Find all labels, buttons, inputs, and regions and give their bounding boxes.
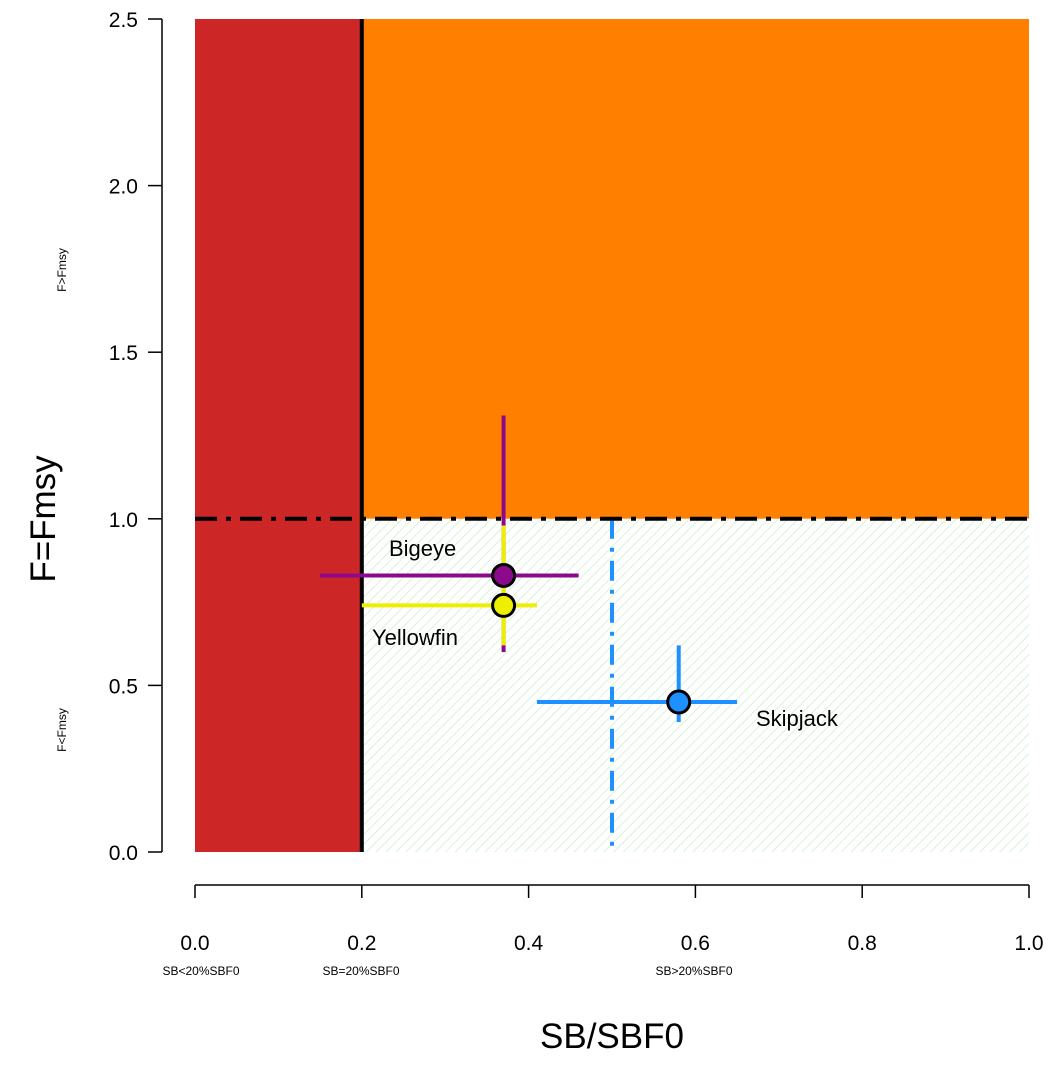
series-marks bbox=[320, 415, 738, 723]
x-axis: 0.0 0.2 0.4 0.6 0.8 1.0 bbox=[180, 884, 1044, 955]
x-zone-label-above: SB>20%SBF0 bbox=[655, 964, 732, 978]
x-tick-label: 0.6 bbox=[681, 932, 710, 955]
skipjack-point bbox=[666, 689, 692, 715]
y-axis: 0.0 0.5 1.0 1.5 2.0 2.5 bbox=[109, 9, 163, 865]
point-label-skipjack: Skipjack bbox=[756, 706, 839, 731]
x-tick-label: 0.4 bbox=[514, 932, 544, 955]
overfishing-region bbox=[361, 19, 1029, 519]
point-label-bigeye: Bigeye bbox=[389, 536, 456, 561]
point-label-yellowfin: Yellowfin bbox=[372, 625, 458, 650]
y-tick-label: 2.0 bbox=[109, 176, 138, 199]
y-zone-label-above: F>Fmsy bbox=[55, 248, 69, 292]
x-zone-label-at: SB=20%SBF0 bbox=[322, 964, 399, 978]
overfished-region bbox=[195, 19, 362, 852]
x-zone-label-below: SB<20%SBF0 bbox=[162, 964, 239, 978]
y-tick-label: 0.0 bbox=[109, 842, 138, 865]
y-tick-label: 1.0 bbox=[109, 509, 138, 532]
y-zone-label-below: F<Fmsy bbox=[55, 708, 69, 752]
x-tick-label: 0.2 bbox=[347, 932, 376, 955]
y-tick-label: 2.5 bbox=[109, 9, 138, 32]
bigeye-point bbox=[491, 562, 517, 588]
x-tick-label: 0.8 bbox=[848, 932, 877, 955]
safe-region bbox=[361, 518, 1029, 852]
x-tick-label: 1.0 bbox=[1014, 932, 1043, 955]
x-tick-label: 0.0 bbox=[180, 932, 209, 955]
y-tick-label: 1.5 bbox=[109, 342, 138, 365]
yellowfin-point bbox=[491, 592, 517, 618]
x-axis-title: SB/SBF0 bbox=[540, 1017, 684, 1056]
y-axis-title: F=Fmsy bbox=[24, 455, 63, 583]
y-tick-label: 0.5 bbox=[109, 675, 138, 698]
